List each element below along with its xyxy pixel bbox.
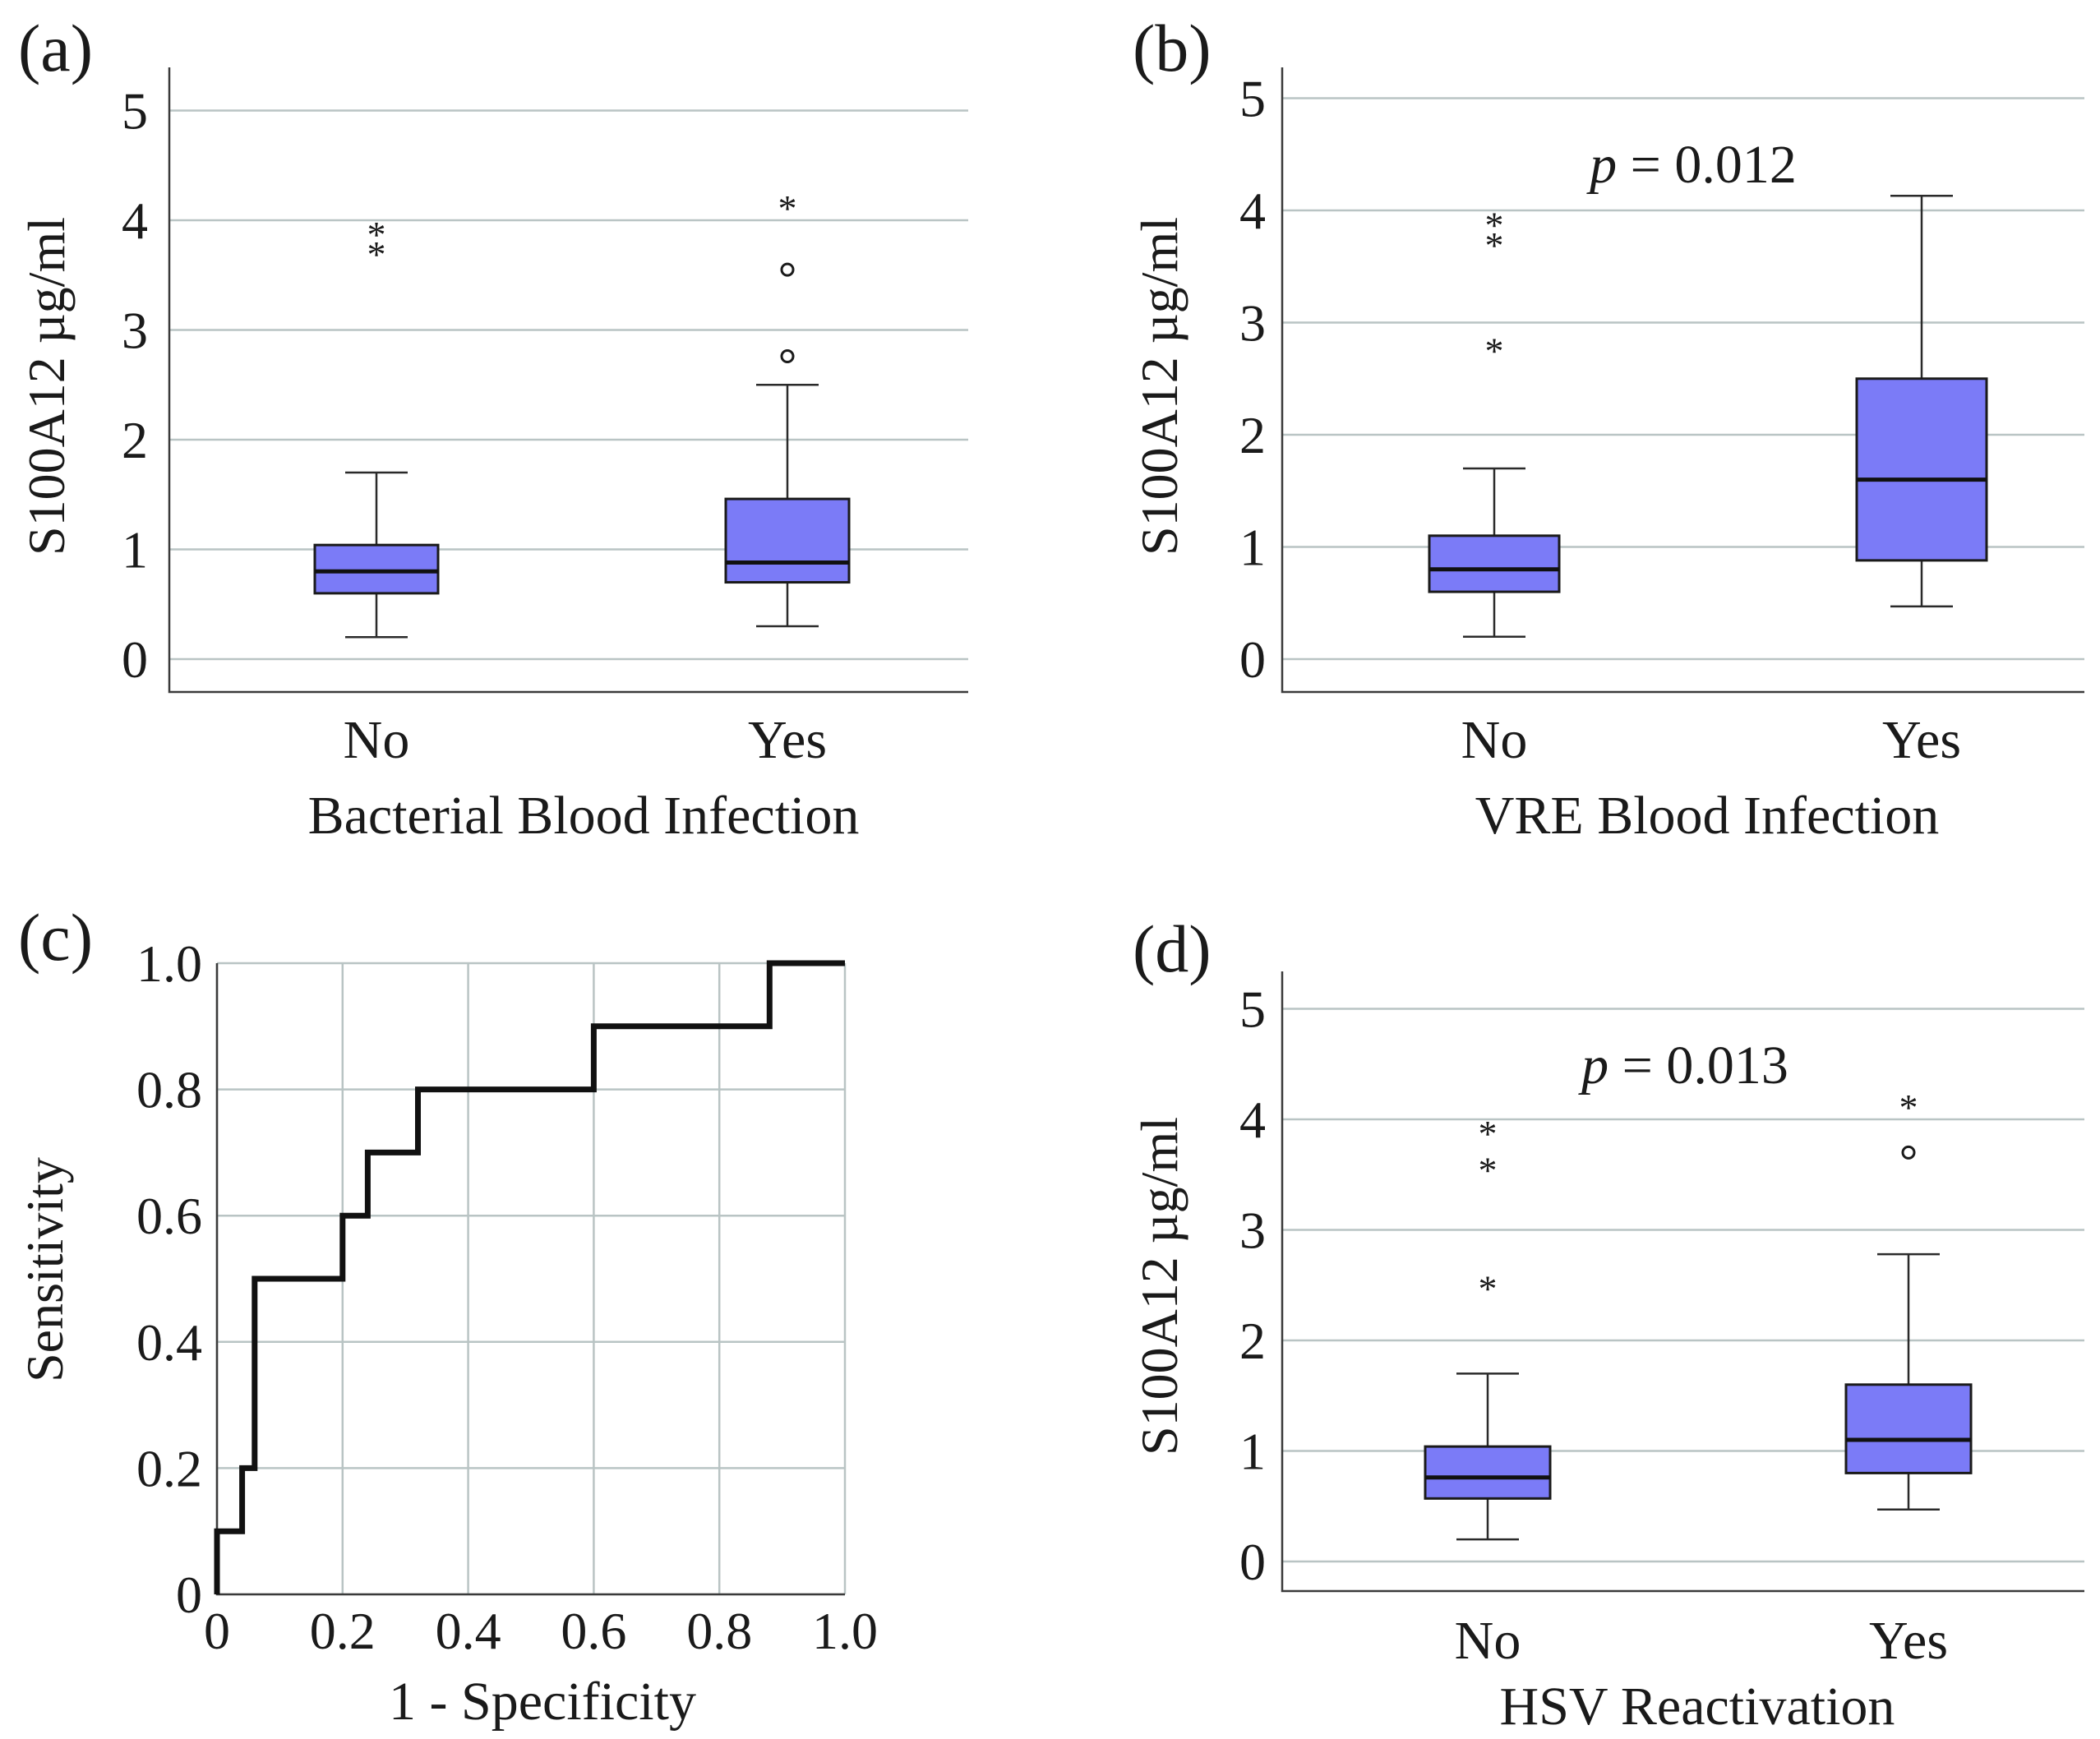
x-tick-label: 0.2: [310, 1602, 376, 1660]
y-tick-label: 5: [122, 82, 148, 141]
iqr-box: [1428, 534, 1561, 593]
x-axis-label: VRE Blood Infection: [1475, 786, 1940, 846]
y-tick-label: 0.6: [136, 1187, 202, 1245]
y-tick-label: 5: [1239, 980, 1266, 1039]
category-label: No: [1455, 1611, 1521, 1671]
category-label: No: [344, 710, 410, 770]
box-no: ** No: [313, 214, 440, 770]
extreme-point: *: [1485, 224, 1504, 266]
y-tick-label: 5: [1239, 70, 1266, 128]
extreme-point: *: [1485, 204, 1504, 246]
extreme-point: *: [1899, 1086, 1918, 1128]
y-tick-label: 2: [122, 411, 148, 469]
x-axis-label: 1 - Specificity: [389, 1672, 696, 1732]
iqr-box: [313, 543, 440, 595]
y-tick-label: 0.4: [136, 1313, 202, 1372]
panel-label: (d): [1133, 911, 1212, 986]
y-tick-label: 0: [1239, 630, 1266, 689]
x-axis-label: HSV Reactivation: [1500, 1677, 1895, 1737]
panel-c: (c) 00 0.2 0.2 0.4 0.4 0.6 0.6 0.8 0.8 1.0 1.0 Sensi…: [16, 900, 878, 1732]
y-tick-label: 3: [1239, 1202, 1266, 1260]
y-tick-label: 2: [1239, 406, 1266, 464]
iqr-box: [1844, 1383, 1973, 1474]
x-tick-label: 0.6: [561, 1602, 626, 1660]
axis-lines: [1281, 67, 2084, 694]
extreme-point: *: [1485, 330, 1504, 371]
y-tick-label: 3: [122, 302, 148, 360]
category-label: Yes: [748, 710, 827, 770]
y-tick-label: 1: [122, 521, 148, 579]
y-tick-label: 0.2: [136, 1439, 202, 1497]
outlier-point: [780, 349, 795, 364]
extreme-point: *: [778, 187, 797, 229]
y-tick-label: 4: [1239, 1091, 1266, 1149]
y-tick-label: 2: [1239, 1312, 1266, 1370]
y-axis-label: S100A12 µg/ml: [1130, 217, 1188, 556]
panel-label: (a): [18, 11, 93, 85]
box-no: ***No: [1428, 204, 1561, 770]
x-tick-label: 0.8: [686, 1602, 752, 1660]
p-value-number: = 0.013: [1608, 1036, 1788, 1096]
roc-curve: [214, 960, 845, 1594]
y-axis-label: S100A12 µg/ml: [1130, 1117, 1188, 1455]
outlier-point: [1901, 1145, 1916, 1160]
box-yes: * Yes: [1844, 1086, 1973, 1671]
panel-a: (a) 0 1 2 3 4 5 S100A12 µg/ml Bacterial Blood In…: [17, 11, 968, 846]
y-axis-label: Sensitivity: [16, 1157, 74, 1382]
axis-lines: [168, 67, 968, 694]
y-tick-label: 0: [122, 630, 148, 689]
iqr-box: [1424, 1445, 1552, 1500]
y-tick-label: 1: [1239, 1423, 1266, 1481]
iqr-box: [724, 497, 851, 584]
outlier-point: [780, 262, 795, 277]
y-tick-label: 0: [1239, 1533, 1266, 1591]
y-tick-label: 4: [1239, 182, 1266, 240]
box-yes: * Yes: [724, 187, 851, 770]
box-no: ***No: [1424, 1113, 1552, 1671]
x-tick-label: 0.4: [436, 1602, 501, 1660]
p-value-symbol: p: [1586, 135, 1617, 195]
y-tick-label: 3: [1239, 294, 1266, 353]
box-yes: Yes: [1855, 195, 1988, 770]
y-tick-label: 0: [176, 1566, 202, 1624]
p-value: p = 0.013: [1578, 1036, 1788, 1096]
iqr-box: [1855, 377, 1988, 562]
category-label: Yes: [1869, 1611, 1948, 1671]
p-value-symbol: p: [1578, 1036, 1608, 1096]
p-value-number: = 0.012: [1617, 135, 1797, 195]
panel-label: (c): [18, 900, 93, 975]
y-axis-label: S100A12 µg/ml: [17, 217, 76, 556]
p-value: p = 0.012: [1586, 135, 1797, 195]
y-tick-label: 1.0: [136, 934, 202, 993]
category-label: Yes: [1882, 710, 1961, 770]
x-tick-label: 1.0: [812, 1602, 878, 1660]
extreme-point: *: [367, 214, 386, 256]
extreme-point: *: [1479, 1267, 1498, 1309]
y-tick-label: 1: [1239, 519, 1266, 577]
extreme-point: *: [1479, 1113, 1498, 1155]
panel-d: (d) 0 1 2 3 4 5 S100A12 µg/ml HSV Reactivation p …: [1130, 911, 2084, 1737]
x-axis-label: Bacterial Blood Infection: [308, 786, 860, 846]
extreme-point: *: [367, 233, 386, 275]
extreme-point: *: [1479, 1150, 1498, 1192]
axis-lines: [1281, 971, 2084, 1593]
panel-label: (b): [1133, 11, 1212, 85]
panel-b: (b) 0 1 2 3 4 5 S100A12 µg/ml VRE Blood Infectio…: [1130, 11, 2084, 846]
y-tick-label: 0.8: [136, 1061, 202, 1119]
category-label: No: [1461, 710, 1528, 770]
y-tick-label: 4: [122, 191, 148, 250]
x-tick-label: 0: [204, 1602, 230, 1660]
